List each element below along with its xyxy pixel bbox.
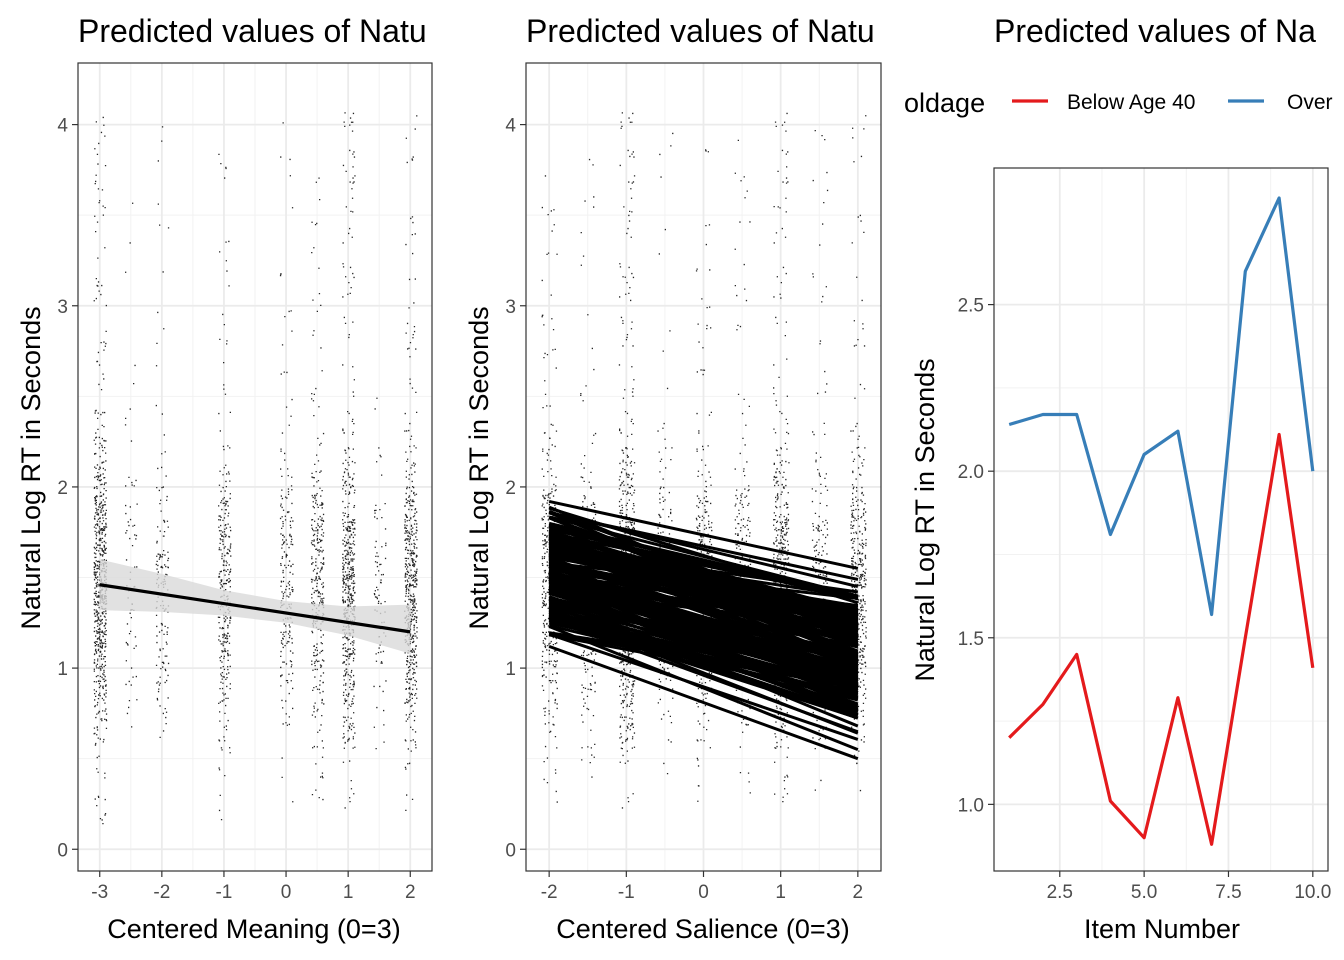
panel-1-marks [99,559,411,654]
random-slope-line [548,625,859,752]
random-slope-line [548,525,859,613]
panel-3-x-axis-label: Item Number [1084,914,1240,944]
random-slope-line [548,631,859,690]
x-tick-label: -1 [618,882,635,903]
y-tick-label: 3 [57,297,68,318]
y-tick-label: 3 [505,297,516,318]
x-tick-label: 10.0 [1294,882,1331,903]
panel-1-ticks: -3 -2 -1 0 1 2 0 1 2 3 4 [57,116,415,903]
fit-line [99,583,411,634]
panel-3: Predicted values of Na Item Number Natur… [904,13,1333,944]
random-slope-line [548,602,859,657]
y-tick-label: 2 [57,478,68,499]
y-tick-label: 1 [505,659,516,680]
point-column [279,122,294,803]
y-tick-label: 2.5 [958,296,984,317]
point-column [217,153,232,821]
panel-1-x-axis-label: Centered Meaning (0=3) [107,914,400,944]
y-tick-label: 2.0 [958,462,984,483]
random-slope-line [548,537,859,629]
point-column [541,175,559,803]
x-tick-label: 5.0 [1131,882,1157,903]
panel-2-marks [548,499,859,761]
random-slope-line [548,612,859,688]
panel-2-y-axis-label: Natural Log RT in Seconds [464,306,494,629]
random-slope-line [548,534,859,656]
panel-3-ticks: 2.5 5.0 7.5 10.0 1.0 1.5 2.0 2.5 [958,296,1332,903]
x-tick-label: -2 [541,882,558,903]
panel-3-grid [994,168,1328,871]
panel-2-x-axis-label: Centered Salience (0=3) [556,914,849,944]
panel-2-title: Predicted values of Natu [526,13,875,49]
y-tick-label: 0 [505,840,516,861]
panel-3-title: Predicted values of Na [994,13,1316,49]
confidence-ribbon [99,559,411,654]
x-tick-label: 1 [775,882,786,903]
panel-2-border [525,62,882,872]
random-slope-line [548,604,859,711]
panel-2-grid [526,63,881,871]
random-slope-line [548,617,859,734]
x-tick-label: 2 [405,882,416,903]
y-tick-label: 4 [57,116,68,137]
x-tick-label: 2 [853,882,864,903]
x-tick-label: -1 [215,882,232,903]
panel-1-border [77,62,433,872]
series-line-over [1008,196,1315,617]
panel-1-title: Predicted values of Natu [78,13,427,49]
panel-2: Predicted values of Natu Centered Salien… [464,13,882,944]
y-tick-label: 2 [505,478,516,499]
x-tick-label: 1 [343,882,354,903]
point-column [404,115,418,811]
point-column [580,158,597,778]
point-column [373,397,387,750]
panel-3-marks [1008,196,1315,846]
panel-2-ticks: -2 -1 0 1 2 0 1 2 3 4 [505,116,863,903]
random-slope-line [548,543,859,639]
random-slope-line [548,633,859,695]
panel-1: Predicted values of Natu Centered Meanin… [16,13,433,944]
panel-3-border [993,167,1329,872]
random-slope-line [548,510,859,589]
random-slope-line [548,615,859,690]
panel-3-y-axis-label: Natural Log RT in Seconds [910,358,940,681]
y-tick-label: 4 [505,116,516,137]
panel-1-grid [78,63,432,871]
random-slope-line [548,560,859,642]
random-slope-line [548,644,859,761]
x-tick-label: 0 [281,882,292,903]
x-tick-label: -3 [91,882,108,903]
legend: oldage Below Age 40 Over [904,88,1333,118]
legend-label-below-age-40: Below Age 40 [1067,91,1195,114]
x-tick-label: -2 [153,882,170,903]
y-tick-label: 1.0 [958,795,984,816]
panel-1-y-axis-label: Natural Log RT in Seconds [16,306,46,629]
x-tick-label: 0 [698,882,709,903]
plot-background [994,168,1328,871]
random-slope-line [548,581,859,628]
x-tick-label: 7.5 [1215,882,1241,903]
x-tick-label: 2.5 [1047,882,1073,903]
y-tick-label: 1.5 [958,629,984,650]
legend-label-over: Over [1287,91,1333,114]
y-tick-label: 0 [57,840,68,861]
y-tick-label: 1 [57,659,68,680]
random-slope-line [548,499,859,570]
series-line-below-age-40 [1008,432,1315,846]
legend-title: oldage [904,88,985,118]
